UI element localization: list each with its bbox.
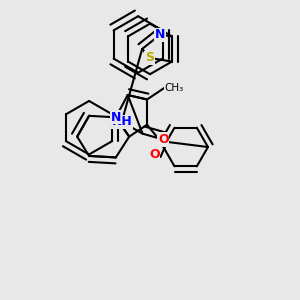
Text: O: O (149, 148, 160, 161)
Text: CH₃: CH₃ (165, 82, 184, 93)
Text: O: O (158, 133, 169, 146)
Text: N: N (111, 111, 121, 124)
Text: NH: NH (111, 115, 132, 128)
Text: S: S (145, 51, 154, 64)
Text: N: N (155, 28, 165, 41)
